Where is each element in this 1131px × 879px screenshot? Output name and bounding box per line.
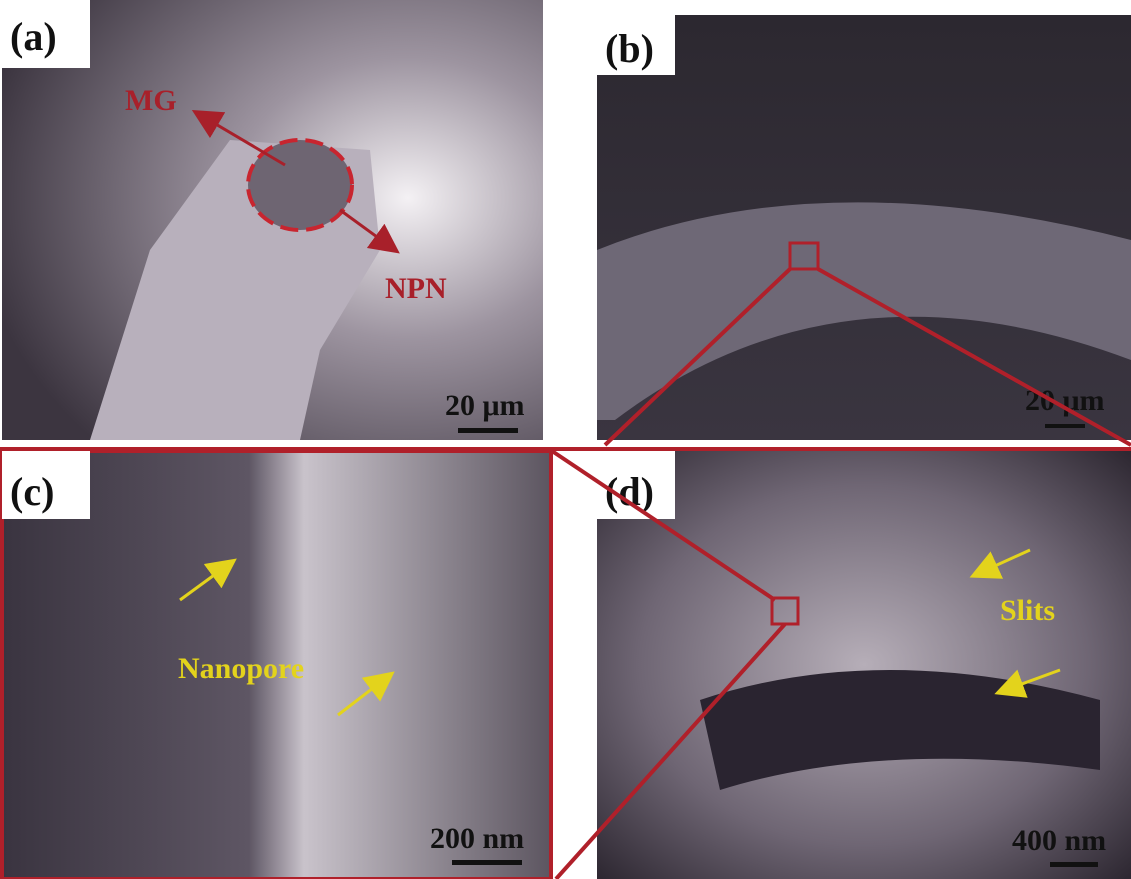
annotation: MG — [125, 84, 177, 117]
figure: (a) MG NPN 20 μm (b) 20 μm (c) Nanopore … — [0, 0, 1131, 879]
annotation: Slits — [1000, 594, 1055, 627]
panel-label: (b) — [605, 26, 654, 71]
scale-bar — [1045, 424, 1085, 428]
scale-bar — [458, 428, 518, 433]
panel-label: (a) — [10, 14, 57, 59]
annotation: NPN — [385, 272, 447, 305]
annotation: Nanopore — [178, 652, 304, 685]
scale-bar-label: 200 nm — [430, 822, 524, 855]
panel-a: (a) MG NPN 20 μm — [2, 0, 543, 440]
scale-bar — [1050, 862, 1098, 867]
scale-bar-label: 400 nm — [1012, 824, 1106, 857]
scale-bar-label: 20 μm — [445, 389, 525, 422]
scale-bar — [452, 860, 522, 865]
panel-label: (c) — [10, 469, 54, 514]
panel-c: (c) Nanopore 200 nm — [2, 451, 551, 879]
scale-bar-label: 20 μm — [1025, 384, 1105, 417]
sem-image — [597, 451, 1131, 879]
